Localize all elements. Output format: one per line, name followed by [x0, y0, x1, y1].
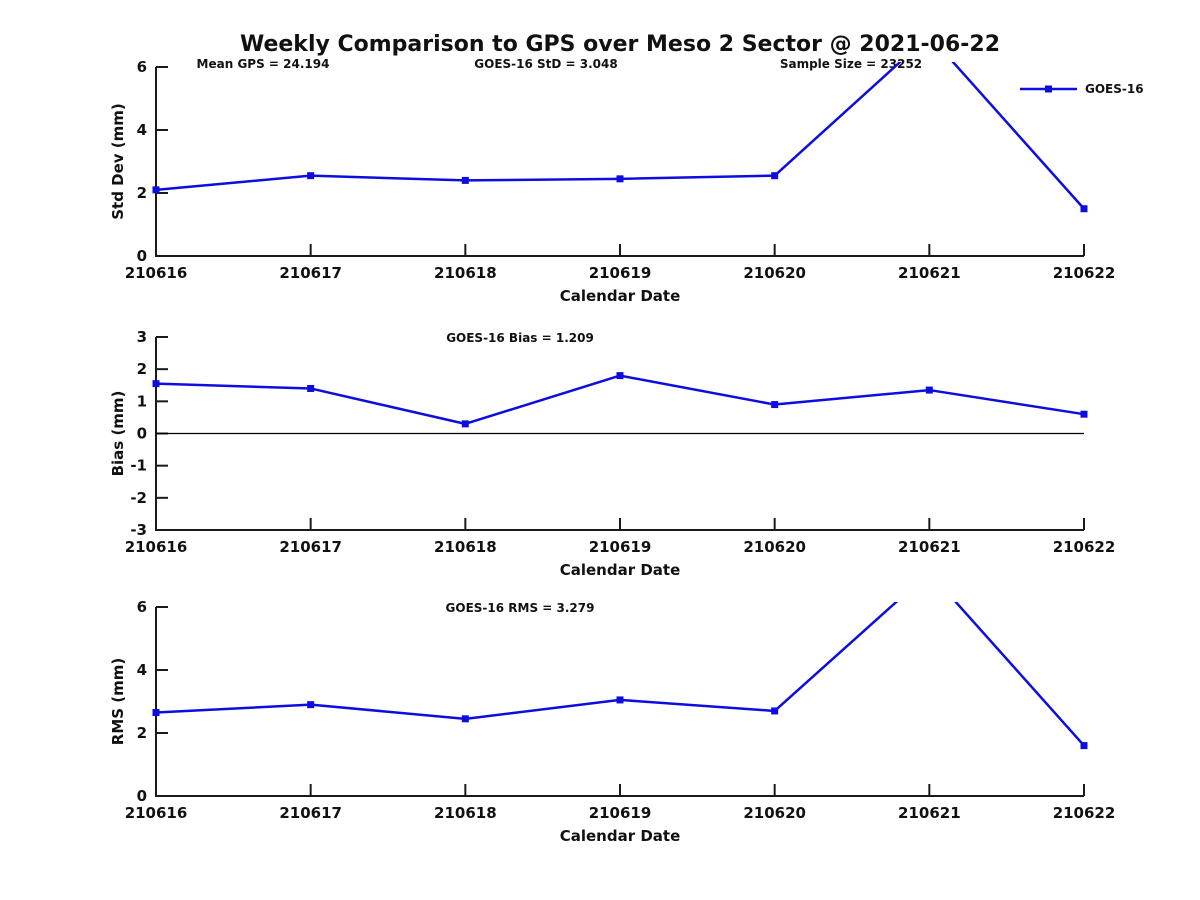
x-tick-label: 210620 — [743, 804, 806, 822]
data-marker — [307, 384, 315, 392]
y-tick-label: 1 — [137, 392, 147, 410]
data-marker — [307, 701, 315, 709]
x-tick-label: 210616 — [125, 538, 188, 556]
series-goes-16 — [152, 569, 1088, 750]
data-line — [155, 602, 1085, 747]
figure-title: Weekly Comparison to GPS over Meso 2 Sec… — [240, 32, 1000, 57]
x-tick-label: 210619 — [589, 804, 652, 822]
data-marker — [152, 709, 160, 717]
subplot-bias: -3 -2 -1 0 1 2 3 210616 210617 210618 210619 210620… — [109, 328, 1115, 579]
x-tick-label: 210622 — [1053, 804, 1116, 822]
y-tick-label: 2 — [137, 724, 147, 742]
data-marker — [152, 380, 160, 388]
data-marker — [1080, 742, 1088, 750]
annotation: Mean GPS = 24.194 — [197, 57, 330, 71]
x-tick-label: 210620 — [743, 538, 806, 556]
subplot-title: GOES-16 RMS = 3.279 — [446, 601, 595, 615]
data-line — [155, 374, 1085, 426]
y-axis-label: Bias (mm) — [109, 391, 127, 477]
data-marker — [616, 175, 624, 183]
data-marker — [616, 372, 624, 380]
x-axis-label: Calendar Date — [560, 827, 681, 845]
data-marker — [461, 176, 469, 184]
data-marker — [771, 707, 779, 715]
data-marker — [461, 420, 469, 428]
x-tick-label: 210619 — [589, 538, 652, 556]
x-tick-label: 210618 — [434, 538, 497, 556]
subplot-rms: 0 2 4 6 210616 210617 210618 210619 210620 210621… — [109, 569, 1116, 845]
x-axis-label: Calendar Date — [560, 561, 681, 579]
x-tick-label: 210621 — [898, 264, 961, 282]
data-marker — [1080, 410, 1088, 418]
y-tick-label: 3 — [137, 328, 147, 346]
data-marker — [925, 386, 933, 394]
data-marker — [616, 696, 624, 704]
data-marker — [1080, 205, 1088, 213]
y-axis-label: RMS (mm) — [109, 658, 127, 745]
x-tick-label: 210617 — [279, 538, 342, 556]
series-goes-16 — [152, 62, 1088, 213]
x-tick-label: 210621 — [898, 804, 961, 822]
x-tick-label: 210617 — [279, 804, 342, 822]
legend: GOES-16 — [1020, 82, 1144, 96]
annotation: GOES-16 StD = 3.048 — [474, 57, 617, 71]
x-tick-label: 210616 — [125, 804, 188, 822]
y-tick-label: 4 — [137, 661, 147, 679]
x-tick-label: 210618 — [434, 804, 497, 822]
x-tick-label: 210622 — [1053, 538, 1116, 556]
y-tick-label: 0 — [137, 247, 147, 265]
y-tick-label: 2 — [137, 184, 147, 202]
x-tick-label: 210620 — [743, 264, 806, 282]
x-tick-label: 210621 — [898, 538, 961, 556]
subplot-title: GOES-16 Bias = 1.209 — [446, 331, 594, 345]
x-tick-label: 210622 — [1053, 264, 1116, 282]
series-goes-16 — [152, 372, 1088, 428]
y-tick-label: 2 — [137, 360, 147, 378]
x-tick-label: 210619 — [589, 264, 652, 282]
data-marker — [461, 715, 469, 723]
x-axis-label: Calendar Date — [560, 287, 681, 305]
data-marker — [152, 186, 160, 194]
x-tick-label: 210617 — [279, 264, 342, 282]
y-tick-label: -2 — [130, 489, 147, 507]
y-tick-label: 0 — [137, 425, 147, 443]
axes-spines — [155, 67, 1084, 257]
y-tick-label: 6 — [137, 58, 147, 76]
x-tick-label: 210618 — [434, 264, 497, 282]
data-marker — [771, 172, 779, 180]
y-tick-label: -3 — [130, 521, 147, 539]
legend-label: GOES-16 — [1085, 82, 1144, 96]
data-marker — [307, 172, 315, 180]
y-tick-label: -1 — [130, 457, 147, 475]
y-tick-label: 0 — [137, 787, 147, 805]
y-tick-label: 6 — [137, 598, 147, 616]
y-axis-label: Std Dev (mm) — [109, 103, 127, 220]
legend-marker — [1045, 85, 1052, 93]
subplot-std-dev: 0 2 4 6 210616 210617 210618 210619 210620 210621… — [109, 57, 1144, 305]
annotation: Sample Size = 23252 — [780, 57, 922, 71]
data-marker — [926, 569, 933, 576]
x-tick-label: 210616 — [125, 264, 188, 282]
data-marker — [771, 401, 779, 409]
y-tick-label: 4 — [137, 121, 147, 139]
